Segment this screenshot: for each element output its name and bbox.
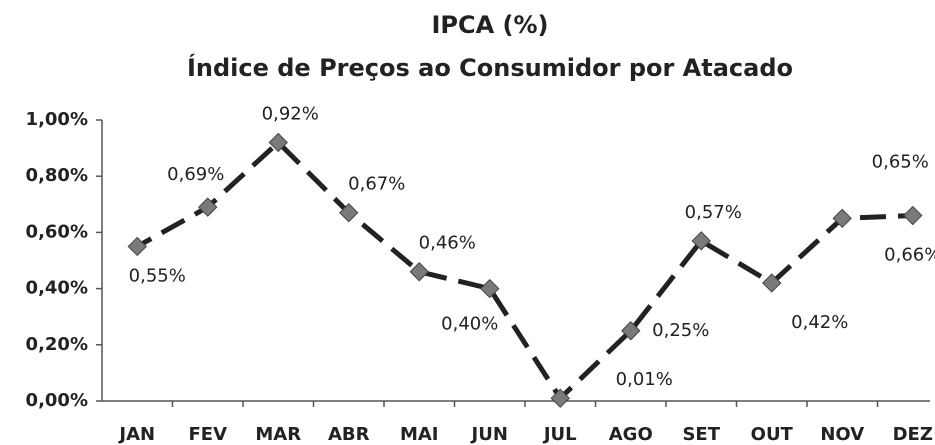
- marker: [268, 132, 288, 153]
- marker: [127, 236, 147, 257]
- y-tick-label: 0,60%: [26, 221, 88, 242]
- y-tick-label: 0,20%: [26, 334, 88, 355]
- x-tick-label: AGO: [609, 424, 653, 445]
- data-label: 0,66%: [884, 245, 935, 266]
- data-label: 0,69%: [167, 164, 224, 185]
- x-tick-label: FEV: [188, 424, 227, 445]
- marker: [621, 321, 641, 341]
- marker: [480, 278, 500, 299]
- data-label: 0,25%: [652, 320, 709, 341]
- data-label: 0,40%: [441, 314, 498, 335]
- x-tick-label: OUT: [751, 424, 794, 445]
- marker: [409, 262, 429, 282]
- data-label: 0,57%: [685, 202, 742, 223]
- y-tick-label: 0,80%: [26, 165, 88, 186]
- marker: [198, 197, 218, 217]
- data-label: 0,01%: [616, 369, 673, 390]
- marker: [339, 203, 359, 223]
- x-tick-label: JAN: [117, 424, 155, 445]
- data-label: 0,42%: [791, 312, 848, 333]
- series-line: [136, 139, 913, 403]
- x-tick-label: ABR: [328, 424, 370, 445]
- x-tick-label: MAI: [400, 424, 439, 445]
- data-label: 0,65%: [872, 151, 929, 172]
- marker: [903, 205, 923, 226]
- chart-title: IPCA (%): [431, 11, 548, 39]
- y-tick-label: 0,00%: [26, 390, 88, 411]
- marker: [832, 208, 852, 229]
- x-tick-label: SET: [682, 424, 720, 445]
- x-tick-label: DEZ: [893, 424, 933, 445]
- y-tick-label: 1,00%: [26, 109, 88, 130]
- data-label: 0,46%: [419, 233, 476, 254]
- chart-subtitle: Índice de Preços ao Consumidor por Ataca…: [187, 53, 793, 82]
- data-label: 0,92%: [262, 103, 319, 124]
- x-tick-label: NOV: [820, 424, 864, 445]
- marker: [691, 231, 711, 251]
- marker: [762, 273, 782, 293]
- data-label: 0,55%: [129, 265, 186, 286]
- y-tick-label: 0,40%: [26, 278, 88, 299]
- x-tick-label: JUN: [470, 424, 508, 445]
- x-tick-label: MAR: [255, 424, 301, 445]
- data-label: 0,67%: [348, 174, 405, 195]
- marker: [550, 388, 570, 408]
- x-tick-label: JUL: [542, 424, 577, 445]
